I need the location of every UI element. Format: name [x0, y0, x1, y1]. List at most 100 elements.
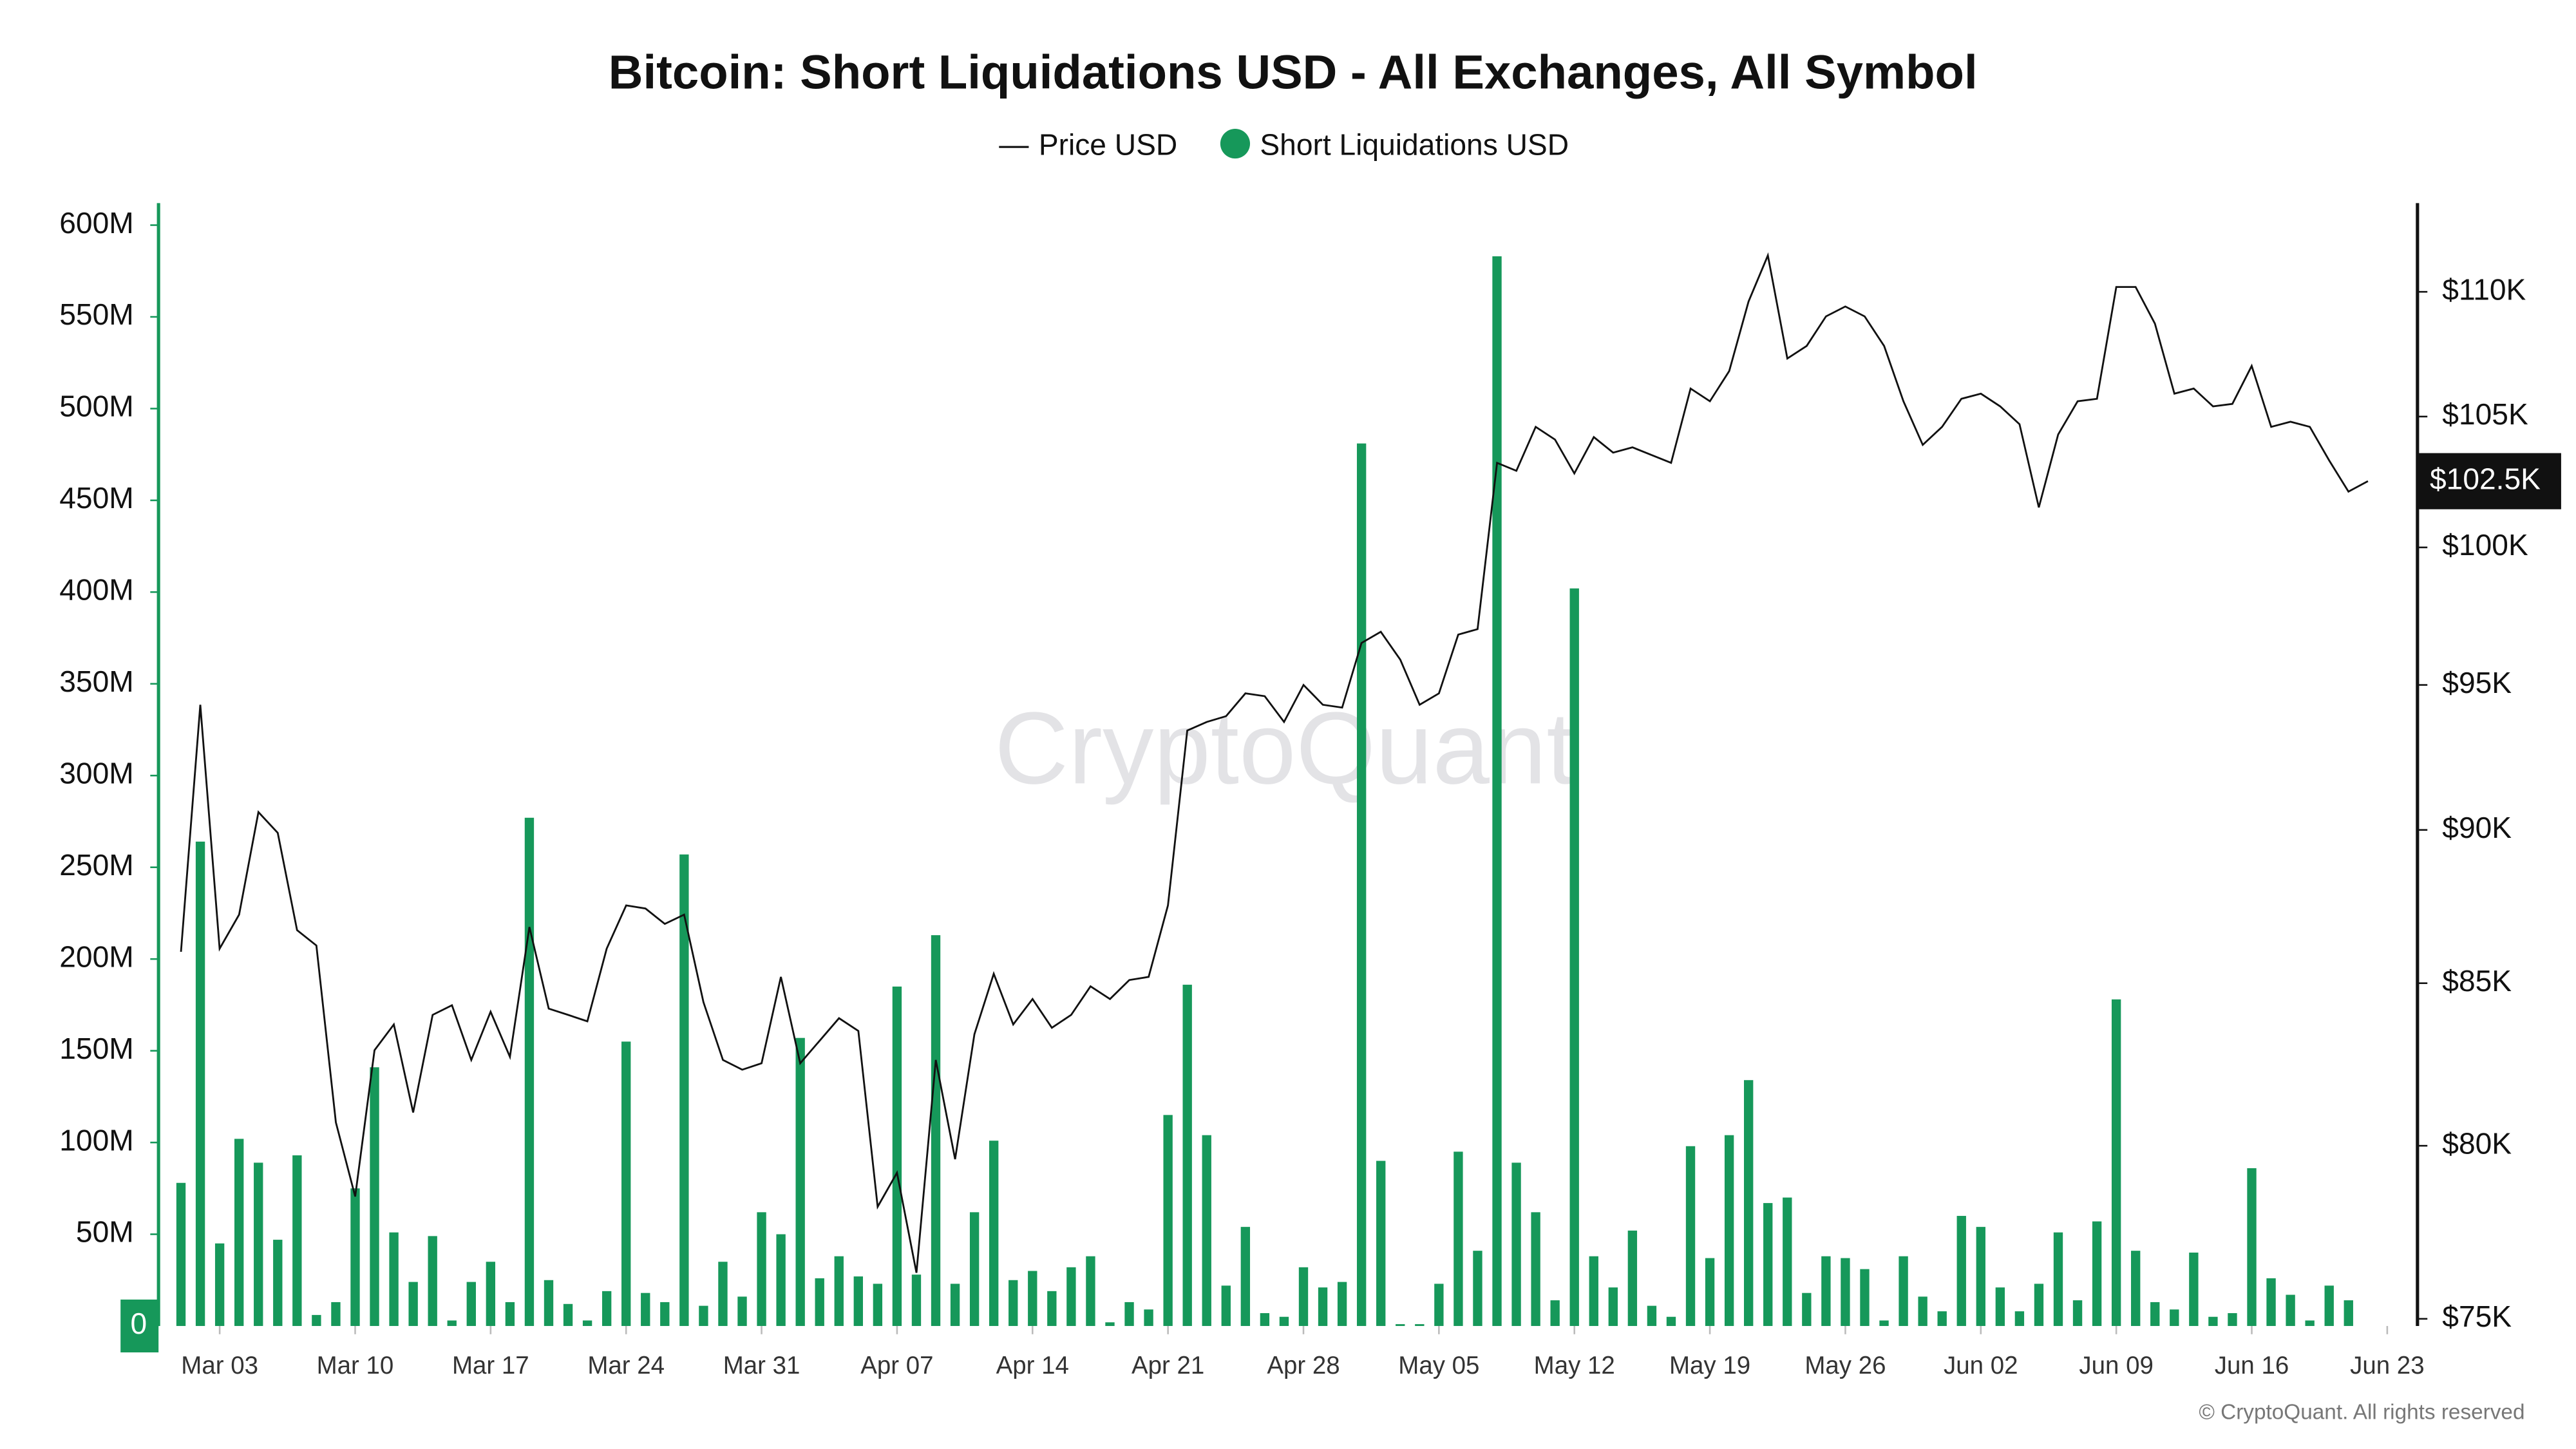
bar	[1415, 1324, 1425, 1326]
chart-title: Bitcoin: Short Liquidations USD - All Ex…	[609, 46, 1978, 99]
bar	[1821, 1256, 1831, 1326]
bar	[1028, 1271, 1037, 1326]
bar	[853, 1276, 863, 1326]
bar	[466, 1282, 476, 1326]
price-line	[180, 252, 2369, 1273]
bar	[1860, 1269, 1870, 1326]
bar	[2092, 1221, 2102, 1326]
x-tick-label: Mar 31	[723, 1352, 800, 1379]
bar	[1763, 1203, 1773, 1326]
bar	[1260, 1313, 1270, 1326]
bar	[2228, 1313, 2237, 1326]
bar	[1841, 1258, 1850, 1326]
x-tick-label: Jun 23	[2350, 1352, 2424, 1379]
x-tick-label: Jun 16	[2215, 1352, 2289, 1379]
bar	[2344, 1300, 2353, 1326]
bar	[176, 1182, 186, 1326]
y-tick-label: 250M	[59, 848, 133, 882]
bar	[873, 1283, 883, 1326]
bar	[795, 1037, 805, 1326]
bar	[486, 1262, 496, 1326]
bar	[1009, 1280, 1018, 1326]
bar	[892, 986, 902, 1326]
bar	[1899, 1256, 1908, 1326]
bar	[1550, 1300, 1560, 1326]
bar	[1783, 1197, 1792, 1326]
bar	[1879, 1320, 1889, 1326]
y2-tick-label: $100K	[2442, 528, 2528, 562]
bar	[1724, 1135, 1734, 1326]
bar	[1279, 1316, 1289, 1326]
x-tick-label: May 05	[1398, 1352, 1479, 1379]
bar	[641, 1293, 650, 1326]
bar	[1918, 1296, 1927, 1326]
watermark: CryptoQuant	[994, 690, 1575, 805]
x-tick-label: May 12	[1534, 1352, 1615, 1379]
bar	[1066, 1267, 1076, 1326]
bar	[931, 935, 941, 1326]
bar	[757, 1212, 766, 1326]
bar	[2111, 999, 2121, 1326]
bar	[911, 1274, 922, 1326]
bar	[2247, 1168, 2257, 1326]
bar	[2305, 1320, 2315, 1326]
y2-tick-label: $110K	[2442, 272, 2526, 306]
bar	[563, 1303, 573, 1326]
x-tick-label: May 26	[1804, 1352, 1886, 1379]
bar	[370, 1067, 379, 1326]
bar	[1492, 256, 1502, 1326]
y-tick-label: 150M	[59, 1032, 133, 1065]
y-tick-label: 0	[131, 1307, 147, 1340]
y-tick-label: 550M	[59, 298, 133, 331]
bar	[1531, 1212, 1540, 1326]
bar	[1086, 1256, 1095, 1326]
x-tick-label: Apr 28	[1267, 1352, 1340, 1379]
bar	[350, 1188, 360, 1326]
bar	[312, 1314, 321, 1326]
x-tick-label: Apr 07	[860, 1352, 933, 1379]
bar	[1473, 1251, 1482, 1326]
bar	[834, 1256, 844, 1326]
bar	[292, 1155, 302, 1326]
y-tick-label: 450M	[59, 481, 133, 515]
bar	[2072, 1300, 2083, 1326]
legend-label: Short Liquidations USD	[1260, 128, 1569, 161]
bar	[1376, 1160, 1386, 1326]
bar	[1047, 1291, 1057, 1326]
bar	[408, 1282, 418, 1326]
y-tick-label: 500M	[59, 390, 133, 423]
bar	[234, 1139, 244, 1326]
y-tick-label: 50M	[76, 1215, 134, 1249]
bar	[524, 817, 535, 1326]
bar	[582, 1320, 592, 1326]
bar	[2324, 1285, 2334, 1326]
x-tick-label: Apr 14	[996, 1352, 1069, 1379]
bar	[737, 1296, 747, 1326]
bar	[1337, 1282, 1347, 1326]
bar	[950, 1283, 960, 1326]
bar	[447, 1320, 457, 1326]
bar	[660, 1302, 670, 1326]
bar	[1647, 1305, 1657, 1326]
bar	[679, 854, 689, 1326]
x-tick-label: Mar 03	[181, 1352, 258, 1379]
bar	[1569, 588, 1579, 1326]
bar	[2150, 1302, 2160, 1326]
bar	[2189, 1253, 2199, 1326]
bar	[601, 1291, 612, 1326]
bar	[699, 1305, 708, 1326]
y2-tick-label: $95K	[2442, 666, 2512, 699]
x-tick-label: Mar 10	[317, 1352, 394, 1379]
bar	[1685, 1146, 1696, 1326]
x-tick-label: Mar 17	[452, 1352, 529, 1379]
bar	[1298, 1267, 1309, 1326]
y-tick-label: 600M	[59, 206, 133, 240]
bar	[428, 1236, 437, 1326]
bar	[331, 1302, 341, 1326]
x-tick-label: Apr 21	[1132, 1352, 1204, 1379]
bar	[1705, 1258, 1715, 1326]
bar	[1744, 1080, 1754, 1326]
bar	[1221, 1285, 1231, 1326]
bar	[1454, 1151, 1463, 1326]
